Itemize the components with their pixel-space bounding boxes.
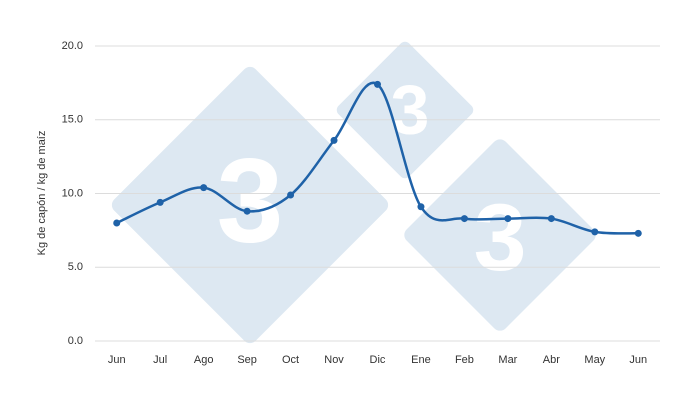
point <box>287 191 295 199</box>
y-tick-label: 0.0 <box>68 335 83 347</box>
x-tick-label: Abr <box>543 354 560 366</box>
point <box>156 198 164 206</box>
x-tick-label: Jun <box>629 354 647 366</box>
x-tick-label: Sep <box>237 354 257 366</box>
y-tick-label: 10.0 <box>62 187 83 199</box>
point <box>504 215 512 223</box>
point <box>113 219 121 227</box>
point <box>374 80 381 88</box>
x-tick-label: Jun <box>108 354 126 366</box>
x-tick-label: Feb <box>455 354 474 366</box>
point <box>634 229 642 237</box>
point <box>591 228 599 236</box>
point <box>243 207 251 215</box>
x-tick-label: May <box>584 354 605 366</box>
x-tick-label: Oct <box>282 354 299 366</box>
svg-text:3: 3 <box>474 185 527 291</box>
y-axis-label: Kg de capón / kg de maíz <box>36 131 48 256</box>
point <box>547 215 555 223</box>
x-tick-label: Dic <box>370 354 386 366</box>
y-tick-label: 5.0 <box>68 261 83 273</box>
x-tick-label: Mar <box>498 354 517 366</box>
point <box>200 184 208 192</box>
x-tick-label: Jul <box>153 354 167 366</box>
x-tick-label: Ago <box>194 354 214 366</box>
point <box>330 136 338 144</box>
point <box>417 203 425 211</box>
y-tick-label: 20.0 <box>62 40 83 52</box>
x-tick-label: Ene <box>411 354 431 366</box>
point <box>460 215 468 223</box>
svg-text:3: 3 <box>391 70 430 148</box>
watermark: 3 3 3 <box>111 41 596 344</box>
x-tick-label: Nov <box>324 354 344 366</box>
y-tick-label: 15.0 <box>62 114 83 126</box>
